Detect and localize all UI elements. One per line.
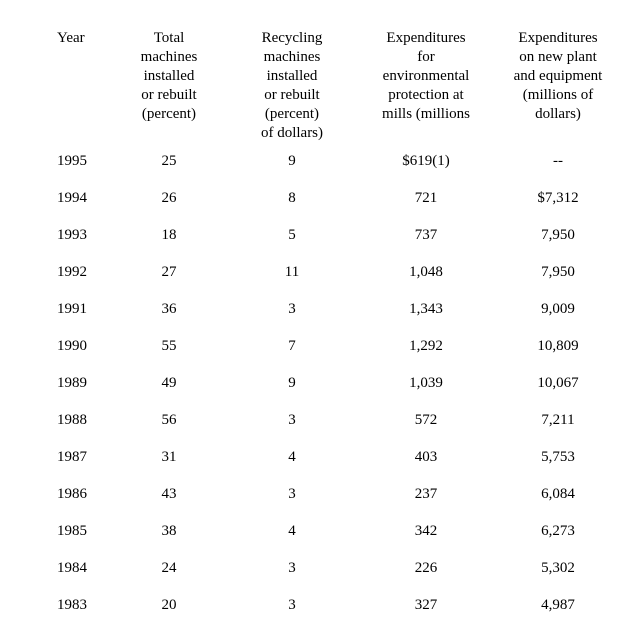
- table-row: 1987 31 4 403 5,753: [0, 439, 636, 476]
- cell-env-expenditures: 327: [414, 597, 438, 613]
- cell-plant-expenditures: 10,067: [537, 375, 579, 391]
- cell-plant-expenditures: 4,987: [541, 597, 575, 613]
- cell-env-expenditures: 237: [414, 486, 438, 502]
- cell-recycling-machines: 3: [288, 486, 296, 502]
- cell-recycling-machines: 3: [288, 560, 296, 576]
- cell-year: 1994: [57, 190, 87, 206]
- col-header-env-expenditures: Expenditures for environmental protectio…: [382, 30, 470, 122]
- cell-recycling-machines: 8: [288, 190, 296, 206]
- table-header: Year Total machines installed or rebuilt…: [0, 0, 636, 143]
- data-table: 1995 25 9 $619(1) -- 1994 26 8 721 $7,31…: [0, 143, 636, 624]
- cell-year: 1990: [57, 338, 87, 354]
- cell-plant-expenditures: 7,950: [541, 227, 575, 243]
- cell-env-expenditures: 226: [414, 560, 438, 576]
- cell-recycling-machines: 4: [288, 523, 296, 539]
- cell-total-machines: 24: [161, 560, 177, 576]
- col-header-recycling-machines: Recycling machines installed or rebuilt …: [260, 30, 324, 141]
- cell-plant-expenditures: 7,211: [541, 412, 575, 428]
- cell-plant-expenditures: --: [553, 153, 563, 169]
- table-row: 1988 56 3 572 7,211: [0, 402, 636, 439]
- table-row: 1993 18 5 737 7,950: [0, 217, 636, 254]
- cell-total-machines: 36: [161, 301, 177, 317]
- cell-plant-expenditures: 6,084: [541, 486, 575, 502]
- cell-total-machines: 18: [161, 227, 177, 243]
- table-row: 1983 20 3 327 4,987: [0, 587, 636, 624]
- col-header-total-machines: Total machines installed or rebuilt (per…: [140, 30, 198, 122]
- table-row: 1985 38 4 342 6,273: [0, 513, 636, 550]
- cell-recycling-machines: 4: [288, 449, 296, 465]
- cell-total-machines: 25: [161, 153, 177, 169]
- table-row: 1991 36 3 1,343 9,009: [0, 291, 636, 328]
- table-row: 1986 43 3 237 6,084: [0, 476, 636, 513]
- table-row: 1989 49 9 1,039 10,067: [0, 365, 636, 402]
- cell-env-expenditures: 403: [414, 449, 438, 465]
- cell-total-machines: 31: [161, 449, 177, 465]
- cell-total-machines: 38: [161, 523, 177, 539]
- cell-year: 1983: [57, 597, 87, 613]
- cell-recycling-machines: 5: [288, 227, 296, 243]
- cell-plant-expenditures: 7,950: [541, 264, 575, 280]
- cell-env-expenditures: 342: [414, 523, 438, 539]
- table-row: 1992 27 11 1,048 7,950: [0, 254, 636, 291]
- cell-env-expenditures: 1,039: [409, 375, 443, 391]
- cell-plant-expenditures: 6,273: [541, 523, 575, 539]
- cell-recycling-machines: 7: [288, 338, 296, 354]
- cell-total-machines: 49: [161, 375, 177, 391]
- col-header-plant-expenditures: Expenditures on new plant and equipment …: [513, 30, 603, 122]
- cell-env-expenditures: 572: [414, 412, 438, 428]
- cell-total-machines: 26: [161, 190, 177, 206]
- cell-plant-expenditures: 5,302: [541, 560, 575, 576]
- col-header-year: Year: [57, 30, 85, 46]
- cell-total-machines: 43: [161, 486, 177, 502]
- cell-plant-expenditures: 10,809: [537, 338, 579, 354]
- cell-year: 1989: [57, 375, 87, 391]
- cell-recycling-machines: 3: [288, 301, 296, 317]
- cell-env-expenditures: 1,048: [409, 264, 443, 280]
- cell-total-machines: 20: [161, 597, 177, 613]
- cell-year: 1985: [57, 523, 87, 539]
- cell-env-expenditures: 1,343: [409, 301, 443, 317]
- cell-env-expenditures: $619(1): [402, 153, 450, 169]
- cell-env-expenditures: 737: [414, 227, 438, 243]
- cell-total-machines: 56: [161, 412, 177, 428]
- table-row: 1994 26 8 721 $7,312: [0, 180, 636, 217]
- cell-env-expenditures: 1,292: [409, 338, 443, 354]
- cell-recycling-machines: 9: [288, 375, 296, 391]
- cell-total-machines: 27: [161, 264, 177, 280]
- cell-recycling-machines: 11: [284, 264, 300, 280]
- cell-year: 1987: [57, 449, 87, 465]
- cell-plant-expenditures: $7,312: [537, 190, 579, 206]
- cell-env-expenditures: 721: [414, 190, 438, 206]
- table-row: 1984 24 3 226 5,302: [0, 550, 636, 587]
- cell-year: 1984: [57, 560, 87, 576]
- cell-plant-expenditures: 9,009: [541, 301, 575, 317]
- cell-year: 1986: [57, 486, 87, 502]
- cell-year: 1991: [57, 301, 87, 317]
- cell-year: 1995: [57, 153, 87, 169]
- cell-year: 1993: [57, 227, 87, 243]
- cell-recycling-machines: 3: [288, 597, 296, 613]
- table-row: 1990 55 7 1,292 10,809: [0, 328, 636, 365]
- cell-recycling-machines: 3: [288, 412, 296, 428]
- cell-year: 1992: [57, 264, 87, 280]
- cell-year: 1988: [57, 412, 87, 428]
- cell-recycling-machines: 9: [288, 153, 296, 169]
- cell-plant-expenditures: 5,753: [541, 449, 575, 465]
- cell-total-machines: 55: [161, 338, 177, 354]
- table-row: 1995 25 9 $619(1) --: [0, 143, 636, 180]
